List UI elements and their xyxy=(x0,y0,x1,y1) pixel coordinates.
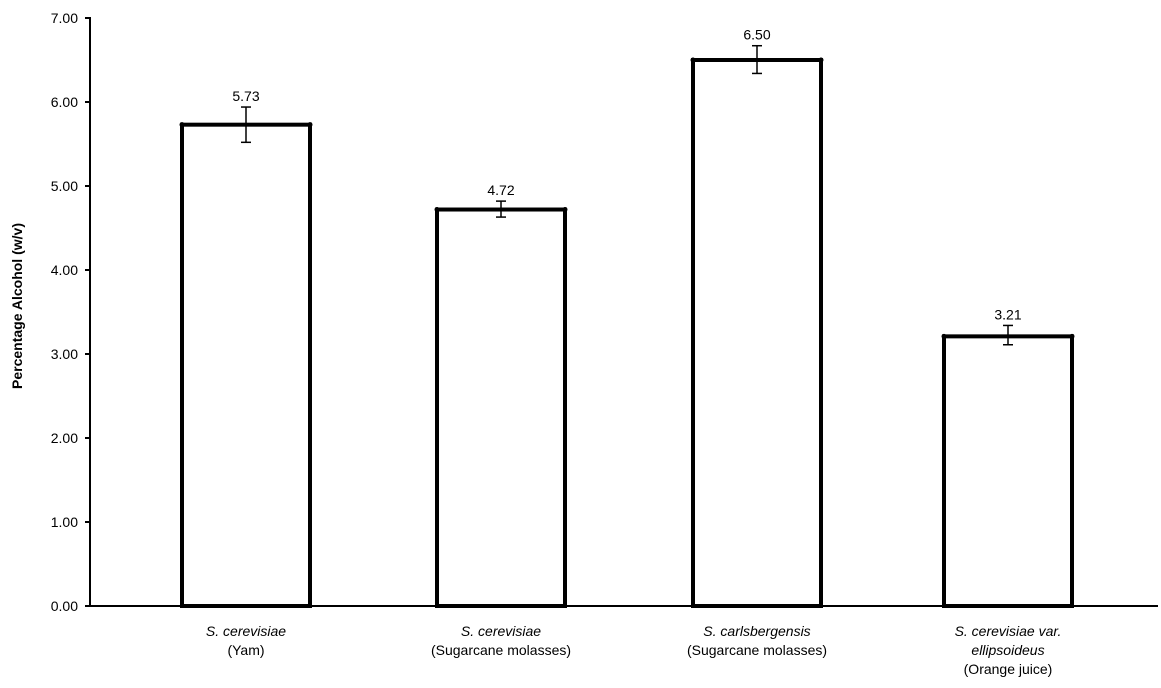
y-tick-label: 3.00 xyxy=(51,346,78,362)
category-label: S. carlsbergensis (Sugarcane molasses) xyxy=(687,623,827,658)
data-label: 4.72 xyxy=(487,182,514,198)
y-tick-label: 0.00 xyxy=(51,598,78,614)
category-substrate: (Yam) xyxy=(227,642,264,658)
category-species: S. cerevisiae xyxy=(206,623,286,639)
category-label: S. cerevisiae (Yam) xyxy=(206,623,286,658)
bar-corner-marker xyxy=(562,207,568,213)
y-axis: 0.00 1.00 2.00 3.00 4.00 5.00 6.00 7.00 xyxy=(51,10,91,614)
category-species: S. cerevisiae xyxy=(461,623,541,639)
y-tick-label: 2.00 xyxy=(51,430,78,446)
y-tick-label: 6.00 xyxy=(51,94,78,110)
category-labels: S. cerevisiae (Yam) S. cerevisiae (Sugarcan… xyxy=(206,623,1062,677)
bar-corner-marker xyxy=(307,122,313,128)
y-tick-label: 4.00 xyxy=(51,262,78,278)
y-axis-title: Percentage Alcohol (w/v) xyxy=(9,223,25,389)
bars: 5.73 4.72 6.50 3.21 xyxy=(179,27,1075,609)
bar-group: 6.50 xyxy=(690,27,824,608)
bar-group: 3.21 xyxy=(941,306,1075,608)
category-species: S. cerevisiae var. xyxy=(955,623,1062,639)
category-species: S. carlsbergensis xyxy=(703,623,810,639)
category-substrate: (Orange juice) xyxy=(964,661,1053,677)
category-label: S. cerevisiae var. ellipsoideus (Orange ju… xyxy=(955,623,1062,677)
bar xyxy=(942,334,1074,608)
data-label: 6.50 xyxy=(743,27,770,43)
bar-group: 5.73 xyxy=(179,88,313,609)
y-tick-label: 7.00 xyxy=(51,10,78,26)
bar-corner-marker xyxy=(434,207,440,213)
y-tick-label: 1.00 xyxy=(51,514,78,530)
data-label: 5.73 xyxy=(232,88,259,104)
bar-corner-marker xyxy=(179,122,185,128)
bar-corner-marker xyxy=(690,57,696,63)
category-label: S. cerevisiae (Sugarcane molasses) xyxy=(431,623,571,658)
bar-group: 4.72 xyxy=(434,182,568,609)
bar-corner-marker xyxy=(818,57,824,63)
category-substrate: (Sugarcane molasses) xyxy=(687,642,827,658)
y-tick-label: 5.00 xyxy=(51,178,78,194)
data-label: 3.21 xyxy=(994,306,1021,322)
bar-corner-marker xyxy=(941,333,947,339)
bar xyxy=(180,122,312,609)
category-substrate: (Sugarcane molasses) xyxy=(431,642,571,658)
bar xyxy=(435,207,567,609)
bar xyxy=(691,58,823,608)
category-species: ellipsoideus xyxy=(971,642,1044,658)
bar-corner-marker xyxy=(1069,333,1075,339)
